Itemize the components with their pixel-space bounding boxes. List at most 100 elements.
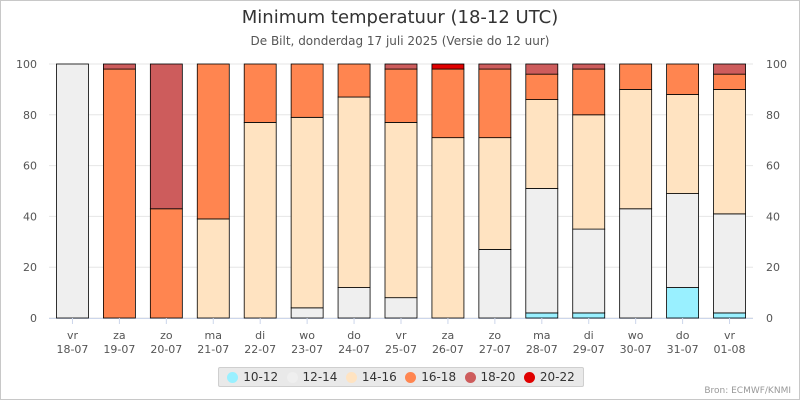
bar-segment-18-20 [478, 63, 512, 70]
x-tick-label-day: di [584, 329, 594, 342]
bar-segment-18-20 [149, 63, 183, 210]
legend-label: 20-22 [539, 370, 575, 384]
x-tick-label-day: wo [628, 329, 644, 342]
y-tick-label-left: 100 [16, 58, 37, 71]
legend-label: 14-16 [361, 370, 397, 384]
bar-segment-18-20 [572, 63, 606, 70]
legend-swatch [345, 371, 357, 383]
bar-segment-16-18 [337, 63, 371, 98]
legend-item[interactable]: 12-14 [286, 370, 338, 384]
bar-segment-16-18 [713, 73, 746, 90]
x-tick-label-date: 29-07 [573, 343, 605, 356]
bar-segment-12-14 [572, 228, 606, 314]
x-tick-label-day: zo [489, 329, 502, 342]
bar-segment-20-22 [431, 63, 465, 70]
bar-segment-14-16 [619, 89, 653, 210]
x-tick-label-date: 19-07 [103, 343, 135, 356]
legend-item[interactable]: 16-18 [405, 370, 456, 384]
y-tick-label-right: 0 [766, 312, 773, 325]
bar-segment-12-14 [478, 249, 512, 319]
legend-label: 12-14 [302, 370, 338, 384]
x-tick-label-day: do [347, 329, 361, 342]
x-tick-label-date: 21-07 [197, 343, 229, 356]
bar-segment-12-14 [666, 193, 699, 288]
bar-segment-14-16 [478, 137, 512, 250]
bar-segment-16-18 [619, 63, 653, 90]
x-tick-label-date: 01-08 [714, 343, 746, 356]
bar-segment-16-18 [572, 68, 606, 116]
bar-segment-12-14 [713, 213, 746, 314]
bar-segment-16-18 [525, 73, 559, 100]
bar-segment-10-12 [713, 312, 746, 319]
bar-segment-14-16 [666, 94, 699, 194]
x-tick-label-day: vr [724, 329, 736, 342]
bar-segment-12-14 [290, 307, 324, 319]
legend-swatch [227, 371, 239, 383]
chart-subtitle: De Bilt, donderdag 17 juli 2025 (Versie … [250, 34, 550, 48]
y-tick-label-right: 60 [766, 160, 780, 173]
x-tick-label-day: za [113, 329, 126, 342]
bar-segment-16-18 [243, 63, 277, 123]
bar-segment-16-18 [290, 63, 324, 118]
bar-segment-16-18 [103, 68, 136, 319]
bar-segment-14-16 [572, 114, 606, 230]
x-tick-label-day: wo [299, 329, 315, 342]
x-tick-label-date: 22-07 [244, 343, 276, 356]
legend: 10-12 12-14 14-16 16-18 18-20 20-22 [218, 367, 584, 387]
bar-segment-18-20 [713, 63, 746, 75]
chart-title: Minimum temperatuur (18-12 UTC) [241, 7, 559, 28]
x-tick-label-date: 26-07 [432, 343, 464, 356]
legend-item[interactable]: 18-20 [464, 370, 515, 384]
bar-segment-16-18 [478, 68, 512, 139]
y-tick-label-right: 20 [766, 261, 780, 274]
x-tick-label-date: 27-07 [479, 343, 511, 356]
y-tick-label-right: 80 [766, 109, 780, 122]
x-tick-label-day: ma [533, 329, 550, 342]
x-tick-label-date: 24-07 [338, 343, 370, 356]
x-tick-label-date: 20-07 [150, 343, 182, 356]
x-tick-label-date: 18-07 [56, 343, 88, 356]
y-tick-label-left: 80 [23, 109, 37, 122]
x-tick-label-day: do [676, 329, 690, 342]
bar-segment-14-16 [525, 99, 559, 189]
bar-segment-16-18 [149, 208, 183, 319]
bar-segment-18-20 [384, 63, 418, 70]
x-tick-label-date: 30-07 [620, 343, 652, 356]
legend-item[interactable]: 20-22 [523, 370, 575, 384]
y-tick-label-right: 100 [766, 58, 787, 71]
x-tick-label-day: za [442, 329, 455, 342]
legend-label: 10-12 [243, 370, 279, 384]
bar-segment-16-18 [666, 63, 699, 95]
bar-segment-12-14 [525, 188, 559, 314]
bar-segment-12-14 [384, 297, 418, 319]
bar-segment-10-12 [572, 312, 606, 319]
y-tick-label-left: 0 [30, 312, 37, 325]
legend-item[interactable]: 10-12 [227, 370, 278, 384]
bar-segment-18-20 [103, 63, 136, 70]
bar-segment-10-12 [525, 312, 559, 319]
x-tick-label-day: zo [160, 329, 173, 342]
legend-swatch [464, 371, 476, 383]
bar-segment-14-16 [243, 122, 277, 319]
legend-label: 16-18 [421, 370, 457, 384]
y-tick-label-left: 60 [23, 160, 37, 173]
legend-swatch [286, 371, 298, 383]
y-tick-label-right: 40 [766, 210, 780, 223]
bar-segment-14-16 [713, 89, 746, 215]
bar-segment-10-12 [666, 287, 699, 319]
bar-segment-16-18 [431, 68, 465, 139]
legend-item[interactable]: 14-16 [345, 370, 397, 384]
bar-segment-14-16 [196, 218, 230, 319]
source-credit: Bron: ECMWF/KNMI [704, 386, 791, 396]
bar-segment-12-14 [619, 208, 653, 319]
bar-segment-16-18 [196, 63, 230, 220]
bar-segment-14-16 [431, 137, 465, 319]
legend-swatch [523, 371, 535, 383]
x-tick-label-day: ma [205, 329, 222, 342]
legend-swatch [405, 371, 417, 383]
bar-segment-14-16 [384, 122, 418, 299]
y-tick-label-left: 20 [23, 261, 37, 274]
bar-segment-18-20 [525, 63, 559, 75]
